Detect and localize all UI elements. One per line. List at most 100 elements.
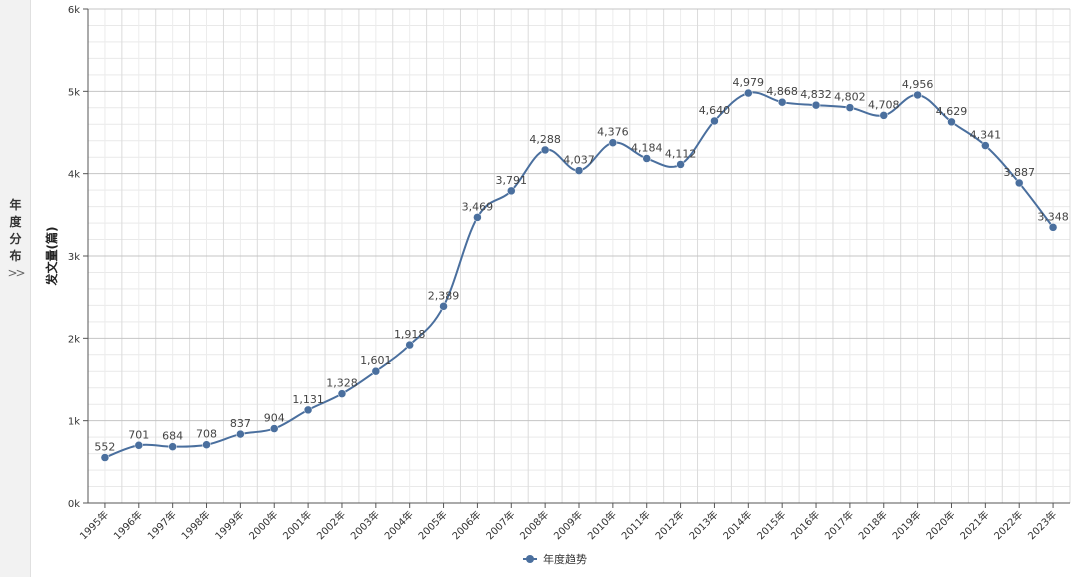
x-tick-label: 2023年 [1025,508,1059,542]
data-label: 4,112 [665,147,697,160]
data-point[interactable] [236,429,245,439]
data-point[interactable] [134,441,144,450]
x-tick-label: 2000年 [246,508,280,542]
data-label: 837 [230,417,251,430]
data-point[interactable] [913,90,922,100]
data-label: 904 [264,412,285,425]
data-point[interactable] [1014,178,1024,188]
data-point[interactable] [574,166,584,175]
data-label: 4,184 [631,142,663,155]
data-point[interactable] [642,154,651,163]
data-label: 3,469 [462,200,494,213]
data-label: 4,832 [800,88,832,101]
data-label: 684 [162,430,183,443]
data-label: 708 [196,428,217,441]
data-point[interactable] [371,366,381,376]
y-tick-labels: 0k 1k 2k 3k 4k 5k 6k [68,5,88,510]
x-tick-label: 2003年 [348,508,382,542]
double-chevron-right-icon: >> [7,266,25,280]
x-tick-labels: 1995年 1996年 1997年 1998年 1999年 2000年 2001年 2002年… [77,503,1059,542]
legend[interactable]: 年度趋势 [523,552,587,566]
y-tick-label: 2k [68,334,80,345]
y-tick-label: 5k [68,87,80,98]
x-tick-label: 1998年 [178,508,212,542]
data-label: 4,288 [529,133,561,146]
data-label: 1,601 [360,354,392,367]
data-point[interactable] [710,116,719,126]
data-point[interactable] [811,100,821,110]
data-point[interactable] [269,424,279,433]
data-label: 1,918 [394,328,426,341]
data-point[interactable] [540,145,550,155]
x-tick-label: 2004年 [382,508,416,542]
x-tick-label: 2008年 [517,508,551,542]
data-point[interactable] [1048,223,1058,232]
x-tick-label: 2006年 [449,508,483,542]
data-label: 4,376 [597,126,629,139]
data-label: 701 [128,428,149,441]
data-point[interactable] [676,160,685,169]
data-point[interactable] [777,97,787,107]
data-point[interactable] [439,302,448,311]
x-tick-label: 2022年 [991,508,1025,542]
data-label: 4,341 [970,129,1002,142]
x-tick-label: 2001年 [280,508,314,542]
x-tick-label: 2013年 [686,508,720,542]
x-tick-label: 2011年 [619,508,653,542]
x-tick-label: 2021年 [957,508,991,542]
legend-label: 年度趋势 [543,552,587,566]
data-label: 3,348 [1037,210,1069,223]
data-label: 1,131 [292,393,324,406]
data-point[interactable] [507,186,516,196]
sidebar-label: 年 度 分 布 [9,198,22,263]
data-point[interactable] [405,340,414,350]
data-label: 4,979 [733,76,765,89]
data-label: 1,328 [326,377,358,390]
data-point[interactable] [845,103,855,112]
y-axis-label: 发文量(篇) [44,227,59,287]
x-tick-label: 2020年 [923,508,957,542]
x-tick-label: 2018年 [856,508,890,542]
data-label: 4,629 [936,105,968,118]
x-tick-label: 2005年 [415,508,449,542]
data-point[interactable] [981,141,990,150]
x-tick-label: 2007年 [483,508,517,542]
data-point[interactable] [202,440,211,449]
data-point[interactable] [100,453,110,462]
x-tick-label: 2014年 [720,508,754,542]
data-label: 3,791 [496,174,528,187]
x-tick-label: 2019年 [889,508,923,542]
data-label: 4,037 [563,154,595,167]
data-point[interactable] [473,213,482,222]
data-point[interactable] [947,117,956,127]
x-tick-label: 1996年 [111,508,145,542]
x-tick-label: 1997年 [145,508,179,542]
data-label: 4,708 [868,98,900,111]
y-tick-label: 6k [68,5,80,16]
x-tick-label: 2017年 [822,508,856,542]
data-point[interactable] [879,111,889,120]
y-tick-label: 3k [68,252,80,263]
data-point[interactable] [608,138,618,147]
x-tick-label: 2010年 [585,508,619,542]
data-point[interactable] [303,405,313,415]
data-label: 552 [94,441,115,454]
year-distribution-toggle[interactable]: 年 度 分 布 >> [0,0,31,577]
y-tick-label: 4k [68,170,80,181]
x-tick-label: 2015年 [754,508,788,542]
x-tick-label: 2012年 [652,508,686,542]
data-label: 4,868 [766,85,798,98]
data-label: 4,640 [699,104,731,117]
data-label: 4,956 [902,78,934,91]
y-tick-label: 0k [68,499,80,510]
data-label: 4,802 [834,91,866,104]
data-point[interactable] [168,442,177,451]
data-label: 3,887 [1003,166,1035,179]
y-tick-label: 1k [68,417,80,428]
data-point[interactable] [744,88,753,98]
x-tick-label: 2009年 [551,508,585,542]
x-tick-label: 1999年 [212,508,246,542]
data-label: 2,389 [428,289,460,302]
data-point[interactable] [337,389,347,398]
